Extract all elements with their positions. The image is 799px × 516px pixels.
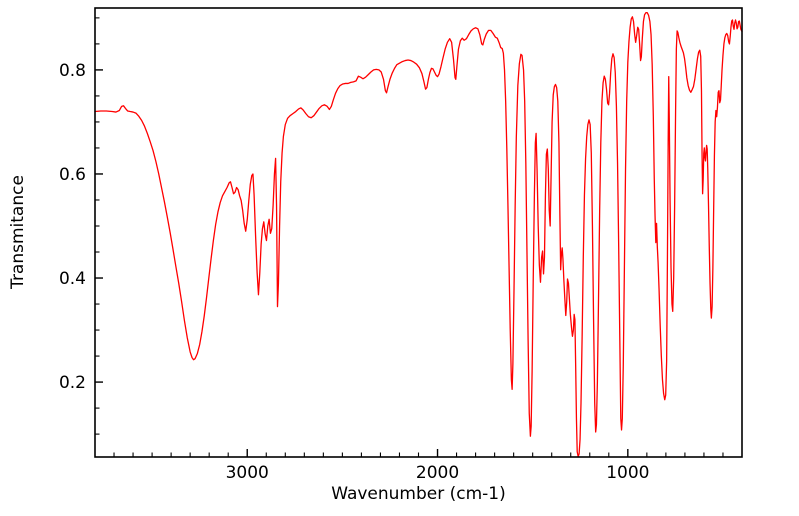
y-tick-label: 0.6 <box>59 165 86 185</box>
x-tick-label: 2000 <box>416 463 459 483</box>
x-tick-label: 3000 <box>226 463 269 483</box>
y-tick-label: 0.4 <box>59 269 86 289</box>
y-tick-label: 0.2 <box>59 373 86 393</box>
x-axis-label: Wavenumber (cm-1) <box>331 484 506 504</box>
spectrum-curve <box>94 12 743 458</box>
y-axis-label: Transmitance <box>8 175 28 289</box>
x-tick-label: 1000 <box>606 463 649 483</box>
y-tick-label: 0.8 <box>59 61 86 81</box>
plot-border <box>94 7 743 458</box>
